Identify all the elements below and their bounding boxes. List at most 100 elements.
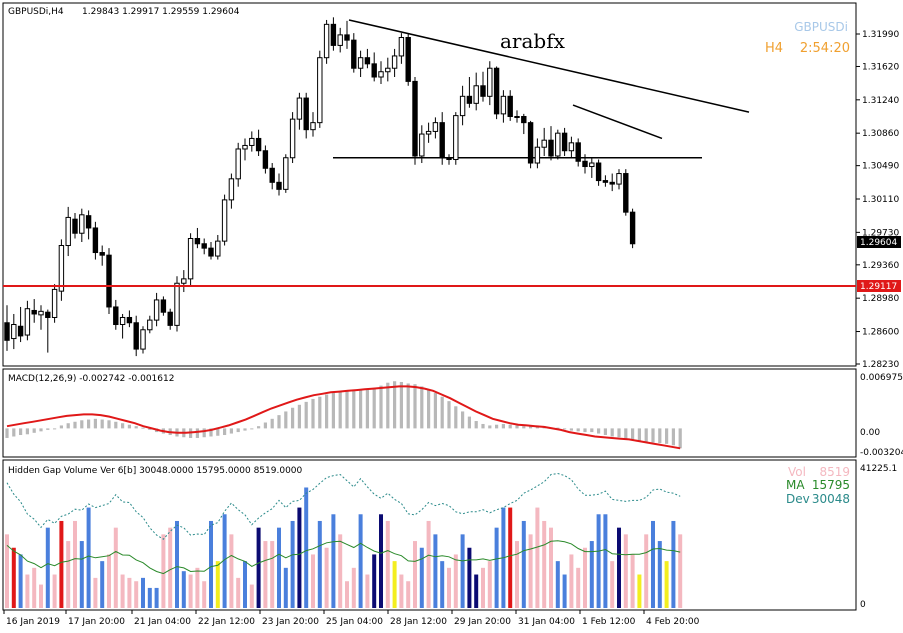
macd-bar (393, 381, 397, 429)
macd-bar (270, 418, 274, 429)
macd-bar (590, 428, 594, 433)
macd-bar (216, 428, 220, 436)
macd-bar (25, 428, 29, 435)
candle-bear (412, 80, 418, 157)
time-tick-label: 28 Jan 12:00 (390, 617, 447, 627)
macd-bar (229, 428, 233, 434)
legend-ma-value: 15795 (812, 478, 850, 492)
candle-bear (609, 181, 615, 185)
trendline-inner-resistance (572, 104, 663, 140)
candle-bull (24, 308, 31, 336)
volume-bar (73, 520, 77, 608)
volume-dev-line (6, 472, 681, 540)
macd-bar (467, 416, 471, 429)
macd-bar (481, 423, 485, 429)
macd-axis-bottom: -0.003204 (860, 448, 903, 458)
volume-bar (256, 527, 261, 608)
volume-axis-bottom: 0 (860, 600, 866, 610)
price-tick-label: 1.28230 (862, 360, 899, 370)
volume-bar (243, 561, 247, 608)
candle-bear (575, 142, 581, 162)
volume-bar (311, 554, 315, 608)
candle-bull (187, 237, 194, 280)
macd-bar (277, 415, 281, 429)
legend-ma-label: MA (786, 478, 805, 492)
candle-bull (310, 122, 316, 131)
macd-bar (325, 394, 329, 429)
macd-bar (563, 428, 567, 430)
macd-bar (19, 428, 23, 436)
macd-bar (379, 385, 383, 429)
macd-bar (365, 389, 369, 429)
volume-bar (651, 520, 655, 608)
macd-bar (53, 428, 57, 430)
candle-bull (568, 142, 575, 152)
volume-bar (447, 567, 451, 608)
trendlines[interactable] (333, 19, 750, 159)
candle-bear (480, 85, 486, 97)
volume-bar (127, 577, 132, 608)
candle-bull (391, 55, 398, 69)
candle-bear (31, 309, 37, 315)
macd-bar (427, 389, 431, 429)
volume-bar (460, 534, 465, 608)
macd-bar (345, 390, 349, 429)
volume-bars (5, 487, 683, 608)
timeframe-label: H4 (765, 41, 783, 56)
macd-bar (576, 428, 580, 432)
candle-bear (99, 252, 105, 256)
legend-dev-value: 30048 (812, 492, 850, 506)
volume-axis-top: 41225.1 (860, 464, 897, 474)
candle-bull (11, 324, 17, 340)
macd-bar (134, 426, 138, 429)
volume-bar (678, 534, 683, 608)
macd-bar (263, 422, 267, 429)
volume-bar (283, 567, 288, 608)
volume-bar (467, 547, 472, 608)
volume-bar (372, 554, 377, 608)
macd-bar (359, 390, 363, 429)
macd-bar (32, 428, 36, 433)
price-tick-label: 1.28600 (862, 328, 899, 338)
volume-bar (623, 534, 628, 608)
candle-bull (398, 37, 405, 57)
volume-bar (236, 577, 241, 608)
candle-bear (92, 227, 99, 254)
macd-bar (114, 421, 118, 429)
macd-bar (311, 398, 315, 429)
macd-bar (651, 428, 655, 443)
volume-bar (399, 574, 404, 608)
price-panel[interactable] (2, 2, 857, 367)
macd-bar (39, 428, 43, 432)
macd-bar (386, 382, 390, 429)
macd-bar (488, 425, 492, 429)
candle-bear (276, 181, 282, 190)
candle-bull (534, 146, 541, 164)
candle-bull (419, 133, 425, 157)
time-tick-label: 4 Feb 20:00 (646, 617, 700, 627)
volume-bar (487, 561, 492, 608)
volume-bar (100, 561, 105, 608)
candle-bull (119, 316, 126, 326)
volume-bar (270, 541, 275, 608)
candle-bull (589, 162, 595, 168)
macd-bar (474, 421, 478, 429)
price-tick-label: 1.28980 (862, 294, 899, 304)
volume-bar (583, 547, 587, 608)
macd-bar (433, 393, 437, 429)
macd-bar (420, 386, 424, 429)
macd-header: MACD(12,26,9) -0.002742 -0.001612 (8, 374, 174, 384)
candle-bear (507, 95, 513, 117)
volume-bar (419, 547, 424, 608)
volume-bar (277, 527, 281, 608)
price-tick-label: 1.29730 (862, 228, 899, 238)
volume-bar (426, 520, 431, 608)
macd-signal-line (6, 385, 681, 450)
macd-bar (624, 428, 628, 439)
candle-bull (221, 199, 228, 242)
candle-bear (582, 160, 588, 168)
price-tick-label: 1.30860 (862, 129, 899, 139)
macd-bar (447, 401, 451, 429)
macd-bar (331, 393, 335, 429)
